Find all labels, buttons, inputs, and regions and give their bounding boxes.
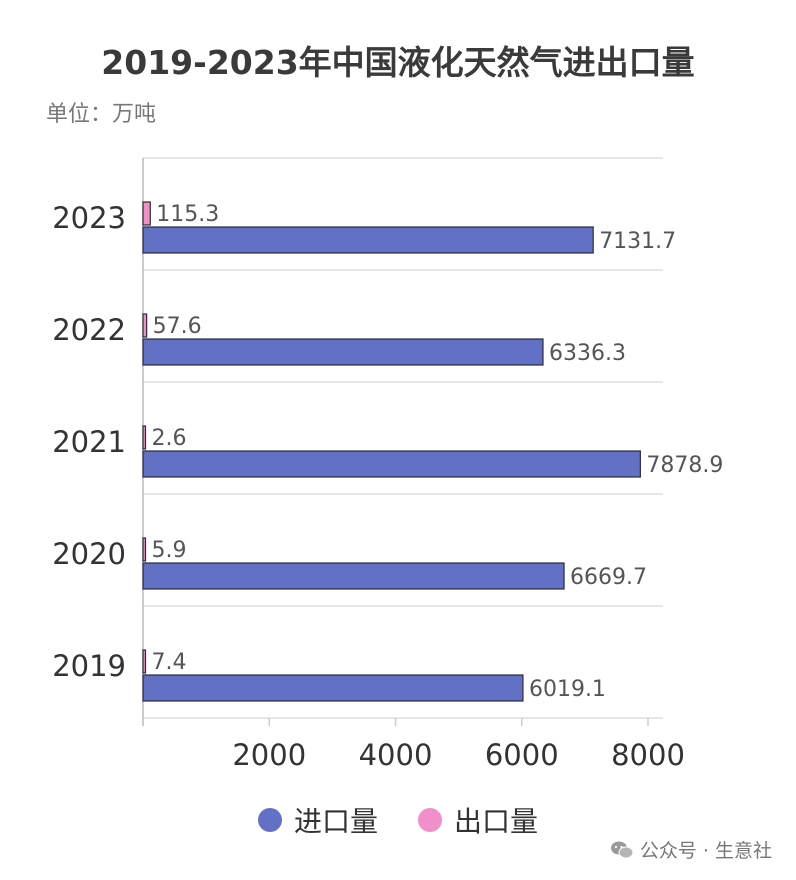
x-tick-label: 4000 bbox=[359, 738, 433, 772]
chart-title: 2019-2023年中国液化天然气进出口量 bbox=[101, 43, 695, 82]
bar-chart: 2000 4000 6000 8000 2023 115.3 7131.7 2022 57.6 6… bbox=[52, 157, 723, 772]
y-category-label: 2019 bbox=[52, 649, 126, 683]
x-tick-label: 6000 bbox=[485, 738, 559, 772]
bar-import bbox=[142, 226, 594, 254]
y-category-label: 2021 bbox=[52, 425, 126, 459]
data-label-export: 57.6 bbox=[153, 314, 202, 339]
bar-import bbox=[142, 338, 544, 366]
data-label-import: 7131.7 bbox=[599, 229, 676, 254]
data-label-import: 6019.1 bbox=[529, 677, 606, 702]
bar-export bbox=[142, 425, 147, 450]
x-tick-label: 8000 bbox=[611, 738, 685, 772]
watermark-text: 公众号 · 生意社 bbox=[639, 840, 772, 862]
wechat-icon bbox=[610, 841, 634, 858]
legend-item-export[interactable]: 出口量 bbox=[418, 800, 538, 840]
unit-label: 单位：万吨 bbox=[46, 102, 157, 127]
y-category-label: 2020 bbox=[52, 537, 126, 571]
legend-item-import[interactable]: 进口量 bbox=[257, 800, 378, 840]
chart-legend: 进口量 出口量 bbox=[0, 800, 796, 840]
y-category-label: 2023 bbox=[52, 201, 126, 235]
data-label-export: 2.6 bbox=[152, 426, 187, 451]
data-label-import: 6669.7 bbox=[570, 565, 647, 590]
watermark: 公众号 · 生意社 bbox=[610, 836, 772, 863]
data-label-import: 7878.9 bbox=[646, 453, 723, 478]
bar-import bbox=[142, 450, 641, 478]
data-label-export: 5.9 bbox=[152, 538, 187, 563]
bar-export bbox=[142, 537, 147, 562]
bar-import bbox=[142, 562, 565, 590]
legend-swatch-import bbox=[257, 808, 282, 832]
bar-import bbox=[142, 674, 524, 702]
bar-export bbox=[142, 649, 147, 674]
bar-export bbox=[142, 201, 151, 226]
bar-export bbox=[142, 313, 148, 338]
legend-label-export: 出口量 bbox=[454, 805, 539, 838]
x-tick-label: 2000 bbox=[232, 738, 306, 772]
legend-label-import: 进口量 bbox=[293, 805, 378, 838]
data-label-export: 115.3 bbox=[156, 202, 219, 227]
y-category-label: 2022 bbox=[52, 313, 126, 347]
legend-swatch-export bbox=[418, 808, 442, 832]
data-label-export: 7.4 bbox=[152, 650, 187, 675]
data-label-import: 6336.3 bbox=[549, 341, 626, 366]
